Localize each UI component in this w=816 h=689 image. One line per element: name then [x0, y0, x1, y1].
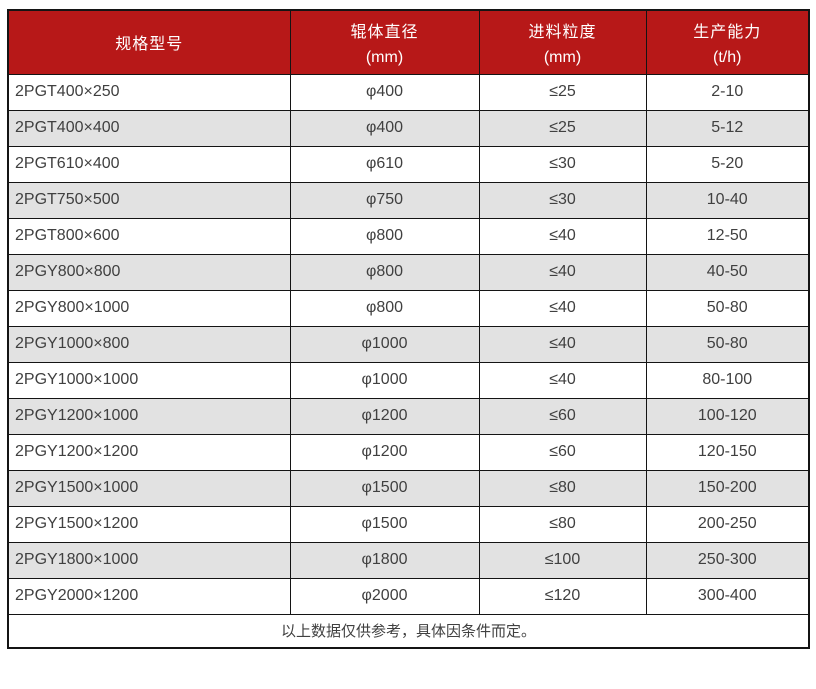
column-header-label: 进料粒度 [528, 23, 597, 41]
cell-roller-diameter: φ1000 [289, 325, 480, 363]
cell-roller-diameter: φ1200 [289, 397, 480, 435]
column-header-model: 规格型号 [7, 9, 291, 75]
cell-model: 2PGY1500×1000 [7, 469, 291, 507]
cell-feed-size: ≤80 [478, 505, 647, 543]
table-row: 2PGY1200×1200 φ1200 ≤60 120-150 [7, 433, 810, 471]
cell-roller-diameter: φ1200 [289, 433, 480, 471]
spec-table-header: 规格型号 辊体直径 (mm) 进料粒度 (mm) 生产能力 (t/h) [7, 9, 810, 75]
table-row: 2PGY1500×1000 φ1500 ≤80 150-200 [7, 469, 810, 507]
page: 规格型号 辊体直径 (mm) 进料粒度 (mm) 生产能力 (t/h) 2PGT… [7, 9, 810, 649]
cell-feed-size: ≤25 [478, 73, 647, 111]
cell-capacity: 5-20 [645, 145, 810, 183]
column-header-capacity: 生产能力 (t/h) [645, 9, 810, 75]
cell-feed-size: ≤120 [478, 577, 647, 615]
cell-feed-size: ≤60 [478, 397, 647, 435]
cell-feed-size: ≤40 [478, 217, 647, 255]
cell-roller-diameter: φ1500 [289, 469, 480, 507]
cell-capacity: 80-100 [645, 361, 810, 399]
header-row: 规格型号 辊体直径 (mm) 进料粒度 (mm) 生产能力 (t/h) [7, 9, 810, 75]
column-header-label: 规格型号 [115, 36, 184, 54]
table-row: 2PGY800×800 φ800 ≤40 40-50 [7, 253, 810, 291]
footnote-row: 以上数据仅供参考，具体因条件而定。 [7, 613, 810, 649]
cell-model: 2PGY1000×800 [7, 325, 291, 363]
cell-feed-size: ≤60 [478, 433, 647, 471]
column-header-feed-size: 进料粒度 (mm) [478, 9, 647, 75]
table-row: 2PGT610×400 φ610 ≤30 5-20 [7, 145, 810, 183]
cell-capacity: 200-250 [645, 505, 810, 543]
cell-capacity: 150-200 [645, 469, 810, 507]
cell-model: 2PGY1800×1000 [7, 541, 291, 579]
column-header-unit: (mm) [365, 48, 404, 66]
cell-roller-diameter: φ2000 [289, 577, 480, 615]
cell-model: 2PGY1200×1000 [7, 397, 291, 435]
cell-feed-size: ≤100 [478, 541, 647, 579]
cell-model: 2PGY800×800 [7, 253, 291, 291]
table-row: 2PGY1000×1000 φ1000 ≤40 80-100 [7, 361, 810, 399]
cell-model: 2PGT400×250 [7, 73, 291, 111]
cell-model: 2PGT610×400 [7, 145, 291, 183]
cell-capacity: 50-80 [645, 325, 810, 363]
cell-capacity: 120-150 [645, 433, 810, 471]
spec-table-body: 2PGT400×250 φ400 ≤25 2-10 2PGT400×400 φ400 ≤25… [7, 73, 810, 615]
cell-roller-diameter: φ1800 [289, 541, 480, 579]
cell-model: 2PGT800×600 [7, 217, 291, 255]
spec-table: 规格型号 辊体直径 (mm) 进料粒度 (mm) 生产能力 (t/h) 2PGT… [7, 9, 810, 649]
cell-capacity: 5-12 [645, 109, 810, 147]
cell-capacity: 250-300 [645, 541, 810, 579]
column-header-label: 生产能力 [693, 23, 762, 41]
table-row: 2PGY800×1000 φ800 ≤40 50-80 [7, 289, 810, 327]
cell-roller-diameter: φ800 [289, 253, 480, 291]
table-row: 2PGY2000×1200 φ2000 ≤120 300-400 [7, 577, 810, 615]
cell-capacity: 50-80 [645, 289, 810, 327]
cell-capacity: 10-40 [645, 181, 810, 219]
cell-roller-diameter: φ800 [289, 217, 480, 255]
table-row: 2PGT400×400 φ400 ≤25 5-12 [7, 109, 810, 147]
cell-roller-diameter: φ400 [289, 109, 480, 147]
cell-roller-diameter: φ1500 [289, 505, 480, 543]
cell-model: 2PGY2000×1200 [7, 577, 291, 615]
cell-capacity: 100-120 [645, 397, 810, 435]
cell-feed-size: ≤40 [478, 253, 647, 291]
cell-model: 2PGT400×400 [7, 109, 291, 147]
column-header-label: 辊体直径 [350, 23, 419, 41]
table-row: 2PGT800×600 φ800 ≤40 12-50 [7, 217, 810, 255]
cell-feed-size: ≤40 [478, 361, 647, 399]
table-row: 2PGY1200×1000 φ1200 ≤60 100-120 [7, 397, 810, 435]
table-row: 2PGY1000×800 φ1000 ≤40 50-80 [7, 325, 810, 363]
cell-model: 2PGY1000×1000 [7, 361, 291, 399]
cell-model: 2PGY800×1000 [7, 289, 291, 327]
column-header-roller-diameter: 辊体直径 (mm) [289, 9, 480, 75]
column-header-unit: (mm) [543, 48, 582, 66]
spec-table-footer: 以上数据仅供参考，具体因条件而定。 [7, 613, 810, 649]
cell-capacity: 2-10 [645, 73, 810, 111]
column-header-unit: (t/h) [713, 48, 742, 66]
cell-model: 2PGY1200×1200 [7, 433, 291, 471]
cell-roller-diameter: φ400 [289, 73, 480, 111]
cell-feed-size: ≤40 [478, 289, 647, 327]
footnote-text: 以上数据仅供参考，具体因条件而定。 [7, 613, 810, 649]
cell-feed-size: ≤80 [478, 469, 647, 507]
cell-roller-diameter: φ800 [289, 289, 480, 327]
cell-feed-size: ≤30 [478, 181, 647, 219]
cell-roller-diameter: φ1000 [289, 361, 480, 399]
cell-feed-size: ≤40 [478, 325, 647, 363]
cell-capacity: 300-400 [645, 577, 810, 615]
cell-model: 2PGT750×500 [7, 181, 291, 219]
cell-feed-size: ≤25 [478, 109, 647, 147]
table-row: 2PGY1800×1000 φ1800 ≤100 250-300 [7, 541, 810, 579]
cell-feed-size: ≤30 [478, 145, 647, 183]
cell-roller-diameter: φ750 [289, 181, 480, 219]
cell-capacity: 40-50 [645, 253, 810, 291]
table-row: 2PGT750×500 φ750 ≤30 10-40 [7, 181, 810, 219]
table-row: 2PGT400×250 φ400 ≤25 2-10 [7, 73, 810, 111]
cell-roller-diameter: φ610 [289, 145, 480, 183]
table-row: 2PGY1500×1200 φ1500 ≤80 200-250 [7, 505, 810, 543]
cell-model: 2PGY1500×1200 [7, 505, 291, 543]
cell-capacity: 12-50 [645, 217, 810, 255]
